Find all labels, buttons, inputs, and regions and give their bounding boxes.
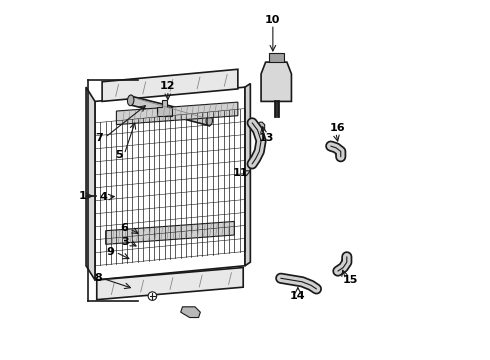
- Text: 13: 13: [259, 133, 274, 143]
- Ellipse shape: [206, 116, 213, 126]
- Text: 8: 8: [94, 273, 102, 283]
- Text: 7: 7: [96, 133, 103, 143]
- Polygon shape: [181, 307, 200, 318]
- Polygon shape: [131, 96, 209, 126]
- Ellipse shape: [127, 95, 134, 106]
- Text: 12: 12: [160, 81, 175, 91]
- Text: 14: 14: [290, 291, 306, 301]
- Text: 3: 3: [122, 237, 129, 247]
- Polygon shape: [245, 84, 250, 266]
- Polygon shape: [97, 267, 243, 300]
- Text: 16: 16: [329, 123, 345, 133]
- Text: 11: 11: [233, 168, 248, 178]
- Circle shape: [148, 292, 157, 300]
- Text: 4: 4: [99, 192, 107, 202]
- Polygon shape: [86, 87, 95, 280]
- Text: 5: 5: [116, 150, 123, 160]
- Polygon shape: [157, 100, 172, 116]
- Text: 9: 9: [107, 247, 115, 257]
- Text: 15: 15: [343, 275, 358, 285]
- Polygon shape: [117, 102, 238, 125]
- Text: 1: 1: [78, 191, 86, 201]
- Text: 10: 10: [265, 15, 281, 25]
- Polygon shape: [106, 221, 234, 244]
- Polygon shape: [261, 62, 292, 102]
- Polygon shape: [102, 69, 238, 102]
- Polygon shape: [258, 122, 265, 130]
- Bar: [269, 53, 284, 62]
- Text: 6: 6: [121, 223, 128, 233]
